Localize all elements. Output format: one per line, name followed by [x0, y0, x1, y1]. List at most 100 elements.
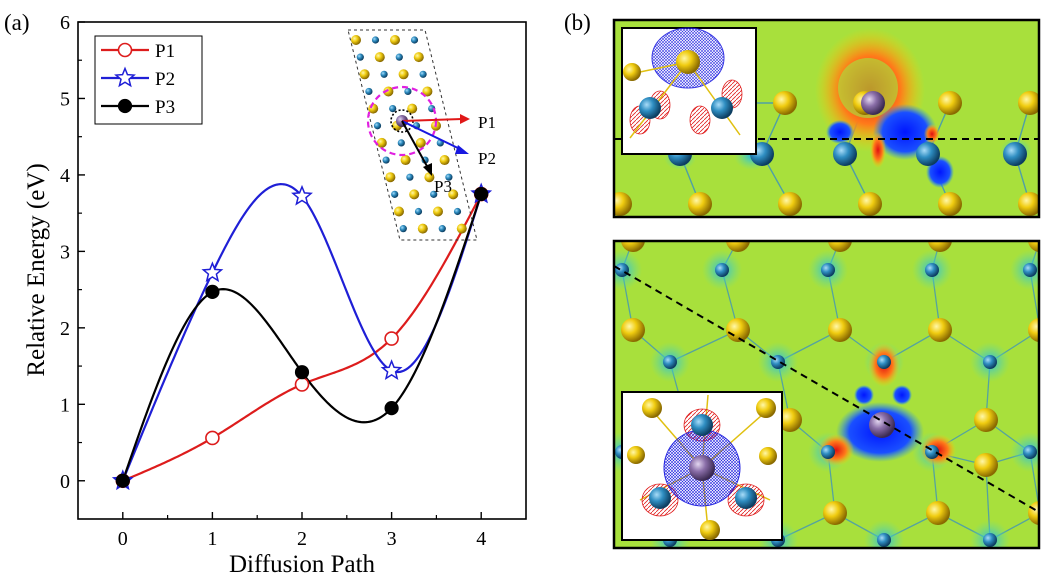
arrow-p3	[401, 120, 432, 176]
data-point-p3	[474, 186, 489, 202]
metal-atom	[821, 263, 835, 277]
sulfur-atom	[398, 69, 409, 80]
data-point-p2	[291, 184, 313, 206]
series-line-p1	[122, 193, 483, 482]
sulfur-atom	[415, 137, 426, 148]
metal-atom	[649, 487, 671, 509]
sulfur-atom	[422, 86, 433, 97]
sulfur-atom	[974, 408, 998, 432]
sulfur-atom	[456, 223, 467, 234]
sulfur-atom	[828, 241, 852, 252]
data-point-p3	[115, 473, 130, 488]
metal-atom	[983, 533, 997, 547]
y-tick-label: 1	[60, 394, 70, 416]
metal-atom	[615, 263, 629, 277]
legend: P1 P2 P3	[94, 35, 203, 125]
red-isosurface	[689, 105, 711, 135]
legend-marker	[117, 42, 133, 58]
metal-atom	[1023, 263, 1037, 277]
metal-atom	[397, 139, 405, 147]
metal-atom	[445, 173, 453, 181]
y-axis: 0 1 2 3 4 5 6	[60, 12, 85, 493]
x-tick-label: 3	[387, 528, 397, 550]
data-point-p1	[205, 430, 220, 446]
metal-atom	[404, 87, 412, 96]
sulfur-atom	[376, 137, 387, 148]
x-axis-label: Diffusion Path	[229, 551, 376, 578]
sulfur-atom	[700, 520, 720, 540]
metal-atom	[735, 487, 757, 509]
data-point-p3	[384, 401, 399, 416]
sulfur-atom	[385, 172, 396, 183]
x-tick-label: 0	[118, 528, 128, 550]
sulfur-atom	[359, 69, 370, 80]
sulfur-atom	[642, 398, 662, 418]
arrow-label-p2: P2	[478, 149, 496, 168]
data-point-p1	[384, 331, 399, 346]
sulfur-atom	[623, 63, 641, 81]
charge-map-top	[612, 18, 1041, 219]
sulfur-atom	[773, 91, 797, 115]
sulfur-atom	[938, 91, 962, 115]
data-point-p1	[294, 377, 310, 392]
metal-atom	[691, 414, 713, 436]
data-point-p2	[201, 261, 224, 283]
sulfur-atom	[778, 192, 802, 216]
sulfur-atom	[828, 318, 852, 342]
dopant-atom	[861, 91, 885, 115]
sulfur-atom	[400, 155, 411, 166]
sulfur-atom	[433, 206, 443, 217]
sulfur-atom	[823, 501, 847, 525]
isosurface-inset-top	[621, 27, 757, 155]
legend-marker	[117, 98, 133, 114]
sulfur-atom	[759, 447, 777, 465]
arrow-p2	[401, 120, 469, 154]
isosurface-inset-bottom	[621, 391, 783, 541]
sulfur-atom	[374, 52, 385, 63]
metal-atom	[916, 142, 940, 166]
sulfur-atom	[928, 241, 952, 252]
data-point-p3	[205, 284, 220, 300]
x-tick-label: 2	[297, 528, 307, 550]
y-tick-label: 5	[60, 88, 70, 110]
arrow-p1	[401, 114, 470, 124]
dopant-atom	[689, 455, 715, 481]
sulfur-atom	[1018, 192, 1039, 216]
panel-b-label: (b)	[564, 10, 591, 35]
y-tick-label: 3	[60, 241, 70, 263]
panel-a-label: (a)	[4, 10, 30, 35]
sulfur-atom	[407, 103, 418, 114]
x-tick-label: 4	[476, 528, 486, 550]
y-axis-label: Relative Energy (eV)	[23, 163, 50, 376]
metal-atom	[663, 355, 677, 369]
metal-atom	[406, 173, 414, 181]
legend-label: P3	[155, 97, 175, 118]
x-axis: 0 1 2 3 4	[118, 512, 486, 550]
metal-atom	[438, 225, 446, 233]
metal-atom	[380, 70, 388, 78]
arrow-label-p1: P1	[478, 113, 496, 132]
data-point-p2	[380, 359, 403, 380]
metal-atom	[373, 122, 382, 130]
metal-atom	[391, 190, 399, 198]
sulfur-atom	[778, 408, 802, 432]
sulfur-atom	[726, 241, 750, 252]
sulfur-atom	[383, 86, 394, 97]
sulfur-atom	[726, 318, 750, 342]
sulfur-atom	[614, 192, 632, 216]
sulfur-atom	[858, 192, 882, 216]
charge-map-bottom	[612, 239, 1041, 550]
arrow-label-p3: P3	[434, 177, 452, 196]
sulfur-atom	[1028, 318, 1039, 342]
x-tick-label: 1	[207, 528, 217, 550]
metal-atom	[365, 87, 373, 96]
metal-atom	[639, 97, 661, 119]
metal-atom	[821, 445, 835, 459]
map-top-atoms	[614, 91, 1039, 216]
sulfur-atom	[974, 453, 998, 477]
y-tick-label: 2	[60, 318, 70, 340]
y-tick-label: 6	[60, 12, 70, 34]
metal-atom	[389, 105, 397, 113]
metal-atom	[877, 355, 891, 369]
